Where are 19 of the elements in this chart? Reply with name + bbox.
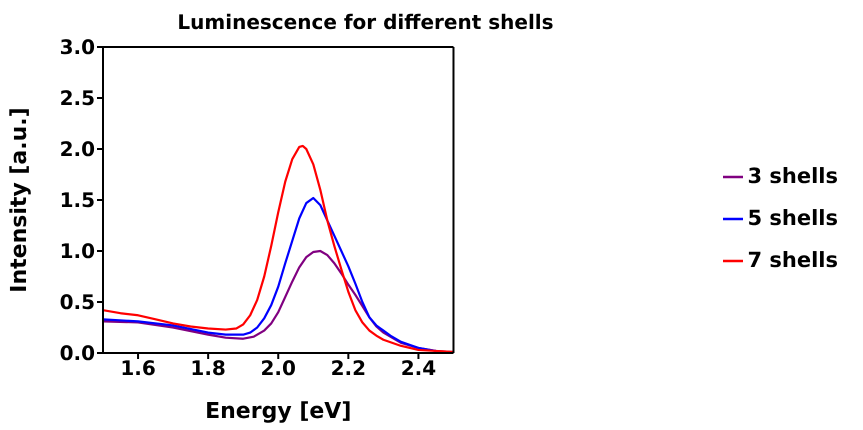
- legend-label: 5 shells: [747, 206, 838, 230]
- y-tick-label: 0.5: [60, 290, 95, 314]
- chart-title: Luminescence for different shells: [176, 10, 555, 34]
- y-tick-label: 1.0: [60, 239, 95, 264]
- legend-label: 3 shells: [747, 164, 838, 188]
- y-tick-label: 1.5: [60, 188, 95, 212]
- y-tick-label: 0.0: [60, 341, 95, 366]
- y-tick-label: 2.0: [60, 137, 95, 162]
- y-tick-label: 3.0: [60, 35, 95, 60]
- y-axis-title: Intensity [a.u.]: [6, 107, 32, 293]
- x-tick-label: 1.6: [120, 356, 156, 380]
- y-tick-label: 2.5: [60, 86, 95, 110]
- x-axis-title: Energy [eV]: [205, 399, 352, 424]
- x-tick-label: 2.4: [400, 356, 436, 380]
- x-tick-label: 2.2: [330, 356, 366, 380]
- legend-label: 7 shells: [747, 248, 838, 272]
- line-series: [103, 196, 438, 352]
- x-tick-label: 2.0: [260, 356, 296, 380]
- x-tick-label: 1.8: [190, 356, 226, 380]
